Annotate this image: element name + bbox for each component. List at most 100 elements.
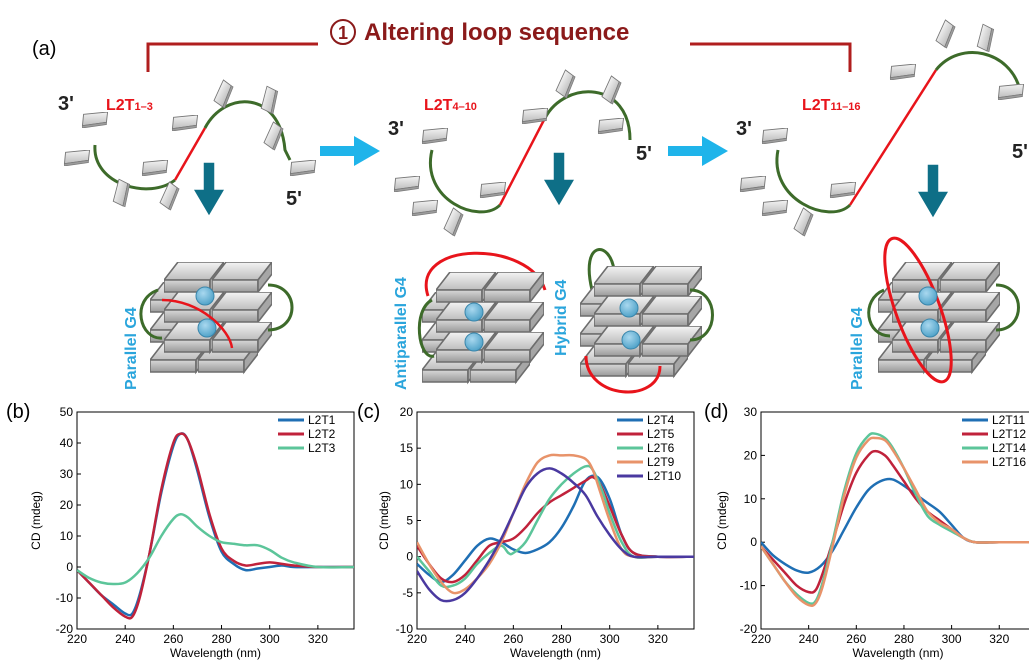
g4-parallel-2: Parallel G4 [849, 236, 1020, 390]
y-tick-label: 5 [406, 514, 413, 528]
y-axis-label: CD (mdeg) [715, 491, 729, 550]
series-line-l2t3 [77, 513, 354, 586]
chart-c: (c) 220 240 260 280 300 320 -10 -5 0 5 10 15 20 Wavele… [357, 401, 695, 660]
x-tick-label: 260 [503, 632, 523, 646]
panel-a-label: (a) [32, 38, 56, 60]
x-tick-label: 260 [163, 632, 183, 646]
x-tick-label: 300 [600, 632, 620, 646]
sequence-label-2: L2T4–10 [424, 97, 477, 114]
strand-group-1: 3' L2T1–3 5' [58, 79, 317, 216]
right-arrow-2 [668, 136, 728, 166]
y-tick-label: 0 [406, 550, 413, 564]
legend-label: L2T9 [647, 455, 675, 469]
x-tick-label: 300 [942, 632, 962, 646]
down-arrow-2 [544, 152, 574, 206]
x-tick-label: 240 [115, 632, 135, 646]
g4-antiparallel: Antiparallel G4 [393, 251, 547, 390]
y-tick-label: -10 [740, 579, 758, 593]
legend-label: L2T12 [992, 427, 1026, 441]
y-tick-label: -20 [740, 622, 758, 636]
legend-label: L2T6 [647, 441, 675, 455]
legend-label: L2T4 [647, 413, 675, 427]
x-tick-label: 280 [552, 632, 572, 646]
x-tick-label: 240 [799, 632, 819, 646]
y-tick-label: -10 [396, 622, 414, 636]
y-axis-label: CD (mdeg) [29, 491, 43, 550]
panel-a: (a) 1 Altering loop sequence 3' L2T1–3 [32, 16, 1028, 394]
legend-label: L2T16 [992, 455, 1026, 469]
x-tick-label: 220 [407, 632, 427, 646]
down-arrow-1 [194, 162, 224, 216]
series-line-l2t6 [417, 464, 694, 589]
x-axis-label: Wavelength (nm) [510, 646, 601, 660]
end3-label-3: 3' [736, 118, 752, 140]
g4-label-hybrid: Hybrid G4 [553, 279, 570, 356]
y-tick-label: 20 [744, 448, 758, 462]
legend-label: L2T3 [308, 441, 336, 455]
x-tick-label: 220 [751, 632, 771, 646]
y-tick-label: 15 [400, 441, 414, 455]
end3-label-1: 3' [58, 93, 74, 115]
x-tick-label: 300 [260, 632, 280, 646]
end5-label-3: 5' [1012, 141, 1028, 163]
series-line-l2t1 [77, 432, 354, 617]
strand-group-2: 3' L2T4–10 5' [388, 69, 652, 237]
plot-frame [76, 411, 355, 630]
sequence-label-1: L2T1–3 [106, 97, 153, 114]
y-tick-label: -5 [402, 586, 413, 600]
sequence-label-3: L2T11–16 [802, 97, 860, 114]
y-tick-label: 20 [400, 405, 414, 419]
y-tick-label: 10 [60, 529, 74, 543]
legend-label: L2T14 [992, 441, 1026, 455]
end5-label-2: 5' [636, 143, 652, 165]
series-line-l2t11 [761, 477, 1029, 575]
x-tick-label: 260 [846, 632, 866, 646]
end3-label-2: 3' [388, 118, 404, 140]
x-tick-label: 220 [67, 632, 87, 646]
series-line-l2t16 [761, 436, 1029, 608]
x-tick-label: 320 [989, 632, 1009, 646]
plot-frame [760, 411, 1029, 630]
header-title: Altering loop sequence [364, 19, 629, 46]
x-tick-label: 320 [308, 632, 328, 646]
y-tick-label: 30 [60, 467, 74, 481]
series-line-l2t2 [77, 432, 354, 620]
x-tick-label: 280 [894, 632, 914, 646]
x-tick-label: 280 [212, 632, 232, 646]
series-line-l2t14 [761, 432, 1029, 605]
legend-label: L2T1 [308, 413, 336, 427]
x-tick-label: 240 [455, 632, 475, 646]
chart-d: (d) 220 240 260 280 300 320 -20 -10 0 10 20 30 Wavele… [704, 401, 1029, 660]
y-tick-label: 0 [750, 535, 757, 549]
g4-label-antiparallel: Antiparallel G4 [393, 277, 410, 390]
end5-label-1: 5' [286, 188, 302, 210]
legend-label: L2T11 [992, 413, 1025, 427]
y-tick-label: 0 [66, 560, 73, 574]
x-axis-label: Wavelength (nm) [170, 646, 261, 660]
panel-label: (b) [6, 401, 30, 423]
strand-group-3: 3' L2T11–16 5' [736, 19, 1028, 237]
panel-label: (d) [704, 401, 728, 423]
legend-label: L2T5 [647, 427, 675, 441]
right-arrow-1 [320, 136, 380, 166]
g4-hybrid: Hybrid G4 [553, 248, 714, 394]
y-tick-label: 30 [744, 405, 758, 419]
legend-label: L2T10 [647, 469, 681, 483]
g4-label-parallel-1: Parallel G4 [123, 307, 140, 390]
g4-parallel-1: Parallel G4 [123, 262, 294, 390]
x-tick-label: 320 [648, 632, 668, 646]
series-line-l2t10 [417, 467, 694, 603]
chart-b: (b) 220 240 260 280 300 320 -20 -10 0 10 20 30 40 50 Wa… [6, 401, 355, 660]
legend-label: L2T2 [308, 427, 336, 441]
svg-text:1: 1 [338, 23, 348, 43]
y-axis-label: CD (mdeg) [377, 491, 391, 550]
series-line-l2t9 [417, 453, 694, 595]
header-number-badge: 1 [330, 19, 356, 45]
y-tick-label: 40 [60, 436, 74, 450]
y-tick-label: 50 [60, 405, 74, 419]
x-axis-label: Wavelength (nm) [853, 646, 944, 660]
y-tick-label: 20 [60, 498, 74, 512]
y-tick-label: -20 [56, 622, 74, 636]
down-arrow-3 [918, 164, 948, 218]
